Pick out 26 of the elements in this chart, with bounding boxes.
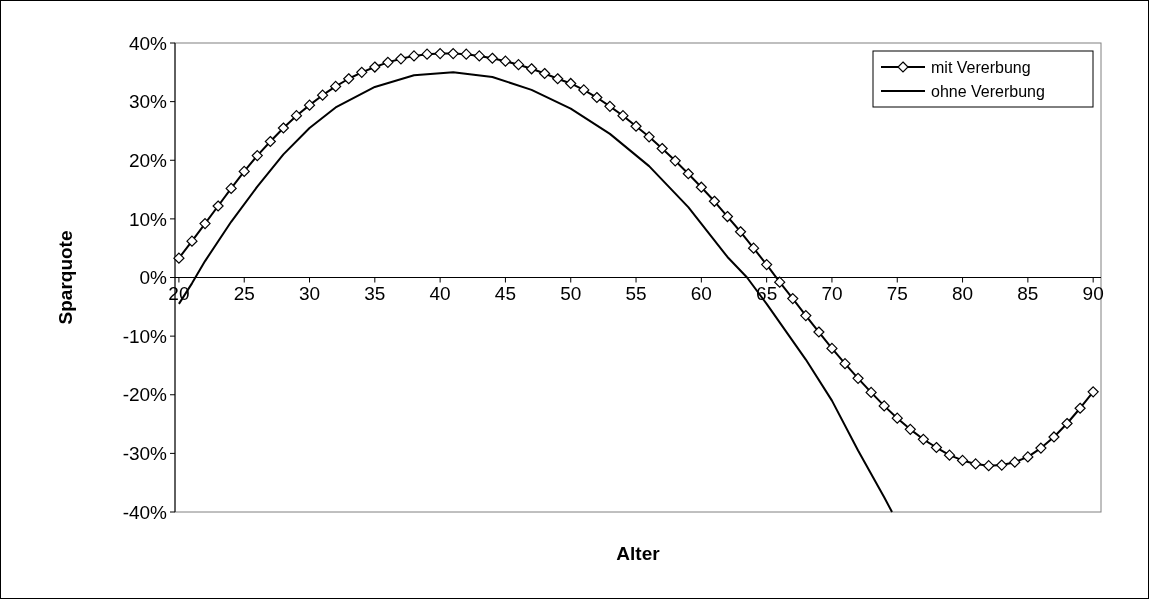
y-tick-label: -10%	[122, 325, 168, 347]
legend-label: ohne Vererbung	[931, 82, 1045, 100]
x-tick-label: 55	[625, 282, 647, 304]
y-tick-label: 30%	[128, 91, 168, 113]
x-tick-label: 90	[1082, 282, 1104, 304]
x-tick-label: 45	[494, 282, 516, 304]
legend-label: mit Vererbung	[931, 58, 1031, 76]
x-tick-label: 85	[1017, 282, 1039, 304]
x-tick-label: 30	[298, 282, 321, 304]
x-tick-label: 25	[233, 282, 255, 304]
y-tick-label: 10%	[128, 208, 168, 230]
x-tick-label: 80	[951, 282, 974, 304]
y-tick-label: 20%	[128, 149, 168, 171]
x-tick-label: 70	[821, 282, 843, 304]
y-tick-label: -20%	[122, 384, 168, 406]
x-tick-label: 50	[560, 282, 582, 304]
x-tick-label: 35	[364, 282, 386, 304]
y-tick-label: -40%	[122, 501, 168, 523]
x-tick-label: 60	[690, 282, 712, 304]
x-tick-label: 75	[886, 282, 908, 304]
y-axis-title: Sparquote	[55, 230, 76, 325]
y-tick-label: 0%	[139, 267, 168, 289]
x-axis-title: Alter	[616, 543, 661, 564]
y-tick-label: -30%	[122, 443, 168, 465]
x-tick-label: 40	[429, 282, 451, 304]
y-tick-label: 40%	[128, 32, 168, 54]
